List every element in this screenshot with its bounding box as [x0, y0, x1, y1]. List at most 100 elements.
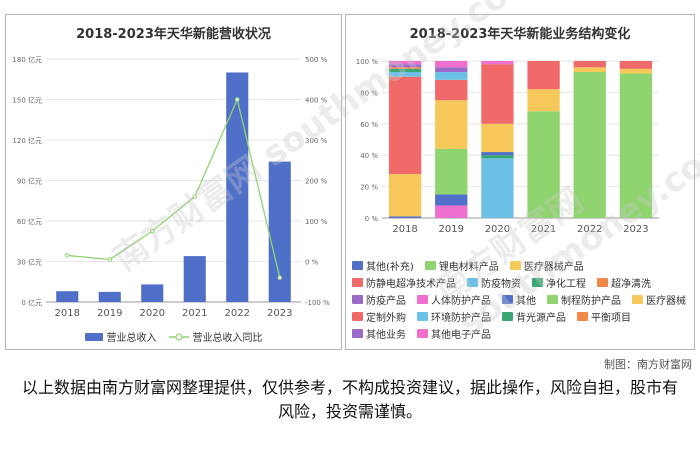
legend-label: 锂电材料产品 [438, 262, 499, 273]
legend-item[interactable]: 其他(补充) [352, 259, 414, 273]
y-right-tick-label: 500 % [305, 56, 328, 64]
stack-segment [435, 79, 468, 101]
legend-label: 净化工程 [546, 279, 586, 290]
legend-revenue[interactable]: 营业总收入 [84, 329, 157, 344]
y-right-tick-label: 0 % [305, 259, 319, 267]
legend-item[interactable]: 定制外购 [352, 310, 406, 324]
legend-swatch [532, 278, 543, 287]
legend-item[interactable]: 人体防护产品 [417, 293, 491, 307]
legend-item[interactable]: 超净清洗 [597, 276, 651, 290]
stack-segment [388, 71, 422, 77]
legend-swatch [467, 278, 478, 287]
x-tick-label: 2021 [182, 308, 207, 319]
y-left-tick-label: 120 亿元 [12, 136, 42, 145]
x-tick-label: 2019 [97, 308, 122, 319]
stack-segment [388, 64, 422, 68]
yoy-point [149, 228, 155, 234]
stack-segment [527, 89, 560, 112]
legend-item[interactable]: 医疗器械产品 [509, 259, 584, 273]
legend-revenue-swatch [84, 332, 103, 341]
legend-swatch [352, 278, 363, 287]
y-tick-label: 100 % [356, 58, 379, 66]
legend-item[interactable]: 防静电超净技术产品 [352, 276, 456, 290]
legend-swatch [417, 295, 428, 304]
stack-segment [527, 61, 560, 90]
legend-revenue-yoy[interactable]: 营业总收入同比 [168, 329, 263, 344]
legend-label: 医疗器械 [646, 296, 686, 307]
legend-swatch [597, 278, 608, 287]
legend-label: 防疫产品 [366, 296, 406, 307]
y-tick-label: 80 % [360, 89, 378, 97]
y-left-tick-label: 60 亿元 [17, 217, 42, 226]
structure-legend: 其他(补充) 锂电材料产品 医疗器械产品防静电超净技术产品 防疫物资 净化工程 超净清洗防… [348, 259, 694, 344]
revenue-bar [268, 161, 291, 302]
yoy-point [64, 253, 70, 258]
legend-label: 背光源产品 [516, 313, 566, 324]
legend-item[interactable]: 环境防护产品 [417, 310, 491, 324]
stack-segment [388, 76, 422, 175]
stack-segment [481, 64, 514, 124]
revenue-chart-title: 2018-2023年天华新能营收状况 [76, 27, 271, 42]
legend-yoy-swatch [168, 332, 189, 341]
stack-segment [619, 61, 653, 69]
legend-swatch [577, 312, 588, 321]
credit-text: 制图：南方财富网 [604, 358, 692, 371]
y-tick-label: 20 % [360, 184, 378, 192]
legend-swatch [509, 261, 521, 270]
disclaimer-text: 以上数据由南方财富网整理提供，仅供参考，不构成投资建议，据此操作，风险自担，股市… [21, 378, 678, 421]
legend-yoy-label: 营业总收入同比 [192, 333, 263, 344]
stack-segment [573, 61, 606, 68]
stack-segment [481, 155, 514, 159]
yoy-line [67, 97, 281, 278]
legend-revenue-label: 营业总收入 [106, 333, 157, 344]
y-tick-label: 0 % [365, 215, 379, 223]
stack-segment [388, 61, 422, 65]
y-right-tick-label: 400 % [305, 97, 328, 105]
legend-item[interactable]: 平衡项目 [577, 310, 631, 324]
y-right-tick-label: 200 % [305, 178, 328, 186]
legend-swatch [502, 295, 513, 304]
stack-segment [573, 67, 606, 72]
legend-label: 环境防护产品 [431, 313, 491, 324]
legend-item[interactable]: 制程防护产品 [547, 293, 621, 307]
revenue-chart: 0 亿元 30 亿元 60 亿元 90 亿元 120 亿元 150 亿元 180 亿元 -10… [12, 55, 330, 319]
yoy-point [234, 97, 240, 102]
legend-item[interactable]: 净化工程 [532, 276, 586, 290]
structure-chart-panel: 2018-2023年天华新能业务结构变化 0 % 20 % 40 % 60 % 80 %… [345, 14, 695, 350]
stack-segment [388, 68, 422, 72]
revenue-legend: 营业总收入 营业总收入同比 [6, 329, 341, 344]
y-left-tick-label: 90 亿元 [17, 177, 42, 186]
legend-item[interactable]: 防疫产品 [352, 293, 406, 307]
legend-label: 定制外购 [366, 313, 406, 324]
legend-item[interactable]: 锂电材料产品 [424, 259, 499, 273]
revenue-bar [226, 72, 249, 302]
stack-segment [435, 194, 468, 206]
legend-label: 其他 [516, 296, 536, 307]
x-tick-label: 2018 [55, 308, 80, 319]
legend-label: 人体防护产品 [431, 296, 491, 307]
yoy-point [277, 275, 283, 281]
legend-label: 医疗器械产品 [523, 262, 584, 273]
legend-item[interactable]: 其他 [502, 293, 536, 307]
legend-item[interactable]: 其他业务 [352, 327, 406, 341]
stack-segment [481, 123, 514, 153]
legend-swatch [632, 295, 643, 304]
y-left-tick-label: 0 亿元 [21, 298, 42, 307]
legend-label: 其他业务 [366, 330, 406, 341]
legend-swatch [424, 261, 436, 270]
legend-item[interactable]: 背光源产品 [502, 310, 566, 324]
legend-label: 平衡项目 [591, 313, 631, 324]
legend-label: 超净清洗 [611, 279, 651, 290]
revenue-bar [183, 256, 206, 302]
legend-swatch [352, 312, 363, 321]
legend-item[interactable]: 其他电子产品 [417, 327, 491, 341]
x-tick-label: 2023 [623, 224, 648, 235]
stack-segment [435, 71, 468, 80]
legend-item[interactable]: 防疫物资 [467, 276, 521, 290]
stack-segment [435, 67, 468, 72]
legend-label: 其他电子产品 [431, 330, 491, 341]
legend-label: 制程防护产品 [561, 296, 621, 307]
legend-swatch [352, 329, 363, 338]
legend-item[interactable]: 医疗器械 [632, 293, 686, 307]
legend-swatch [547, 295, 558, 304]
